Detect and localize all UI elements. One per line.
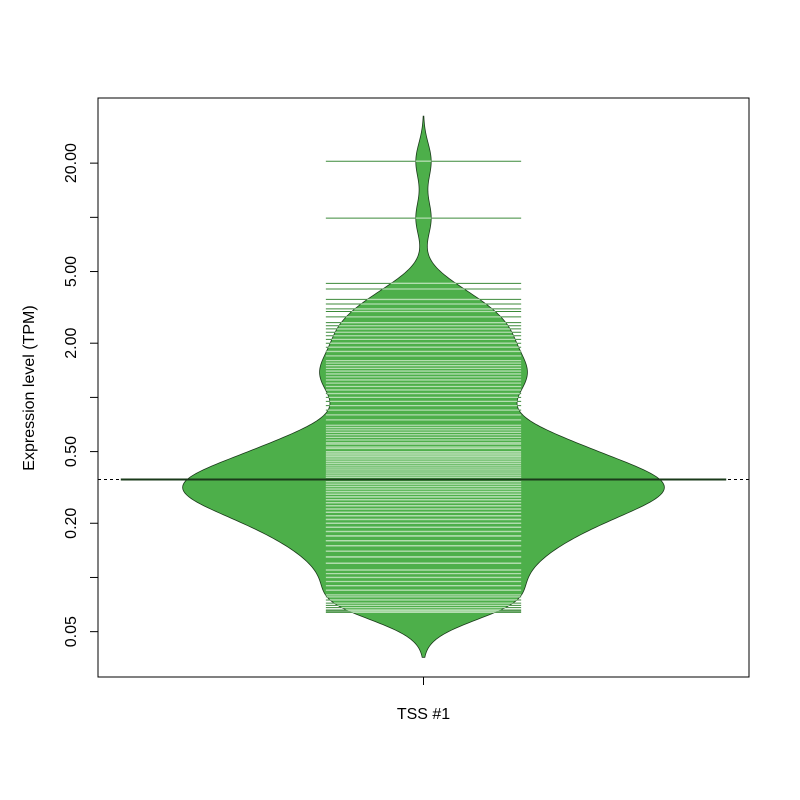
y-tick-label: 5.00 xyxy=(63,256,80,287)
bean-line-group xyxy=(325,160,522,614)
x-tick-label: TSS #1 xyxy=(397,706,450,723)
y-axis-label: Expression level (TPM) xyxy=(21,305,38,470)
y-tick-label: 0.20 xyxy=(63,508,80,539)
y-tick-label: 20.00 xyxy=(63,143,80,183)
y-tick-label: 0.05 xyxy=(63,616,80,647)
y-tick-label: 0.50 xyxy=(63,436,80,467)
y-tick-label: 2.00 xyxy=(63,328,80,359)
